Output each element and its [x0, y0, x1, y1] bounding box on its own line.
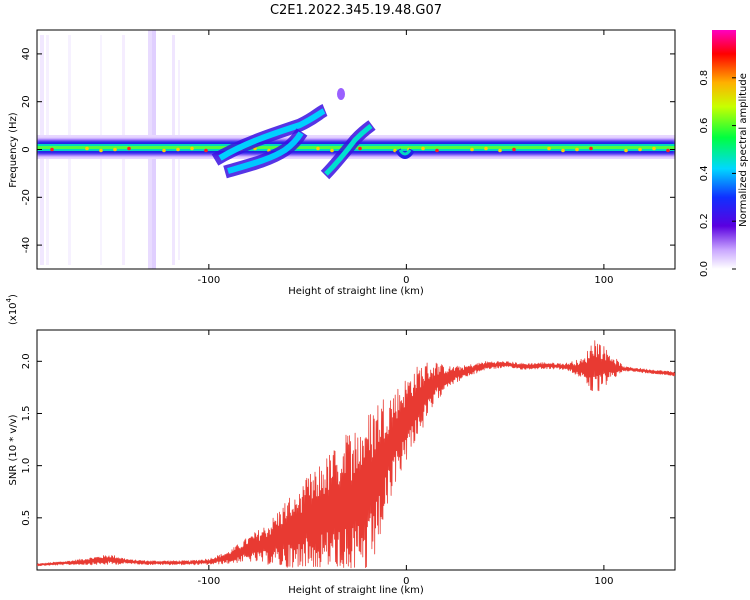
colorbar-tick-label: 0.4 [699, 165, 710, 181]
carrier-hotspot [470, 147, 474, 152]
carrier-hotspot [176, 147, 180, 152]
spectrogram-plot: -100 0 100 -40 -20 0 20 40 Height of straight l… [8, 29, 676, 297]
snr-xlabel: Height of straight line (km) [288, 585, 424, 596]
snr-ytick-label: 1.0 [21, 458, 32, 474]
heatmap-xtick-label: 0 [403, 275, 409, 286]
colorbar-tick-label: 0.2 [699, 213, 710, 229]
carrier-hotspot [113, 147, 117, 152]
heatmap-xtick-label: -100 [197, 275, 220, 286]
heatmap-ytick-label: -40 [21, 237, 32, 253]
svg-text:(x104): (x104) [5, 294, 19, 325]
scale-suffix: ) [8, 294, 19, 298]
snr-ytick-label: 2.0 [21, 353, 32, 369]
snr-axes: -100 0 100 0.5 1.0 1.5 2.0 [21, 330, 675, 587]
snr-xtick-label: 0 [403, 576, 409, 587]
snr-xtick-label: -100 [197, 576, 220, 587]
carrier-hotspot [652, 146, 656, 151]
colorbar-ticks: 0.0 0.2 0.4 0.6 0.8 [699, 70, 736, 277]
carrier-hotspot [589, 146, 593, 151]
carrier-hotspot [624, 148, 628, 153]
carrier-hotspot [575, 147, 579, 152]
carrier-hotspot [162, 148, 166, 153]
snr-xtick-label: 100 [594, 576, 613, 587]
carrier-hotspot [330, 148, 334, 153]
carrier-hotspot [85, 146, 89, 151]
carrier-hotspots [50, 146, 670, 153]
heatmap-axes: -100 0 100 -40 -20 0 20 40 [21, 30, 675, 286]
carrier-hotspot [638, 147, 642, 152]
carrier-hotspot [50, 147, 54, 152]
carrier-hotspot [316, 146, 320, 151]
carrier-hotspot [127, 146, 131, 151]
carrier-hotspot [358, 146, 362, 151]
colorbar: 0.0 0.2 0.4 0.6 0.8 Normalized spectral ampl… [699, 30, 749, 277]
heatmap-xtick-label: 100 [594, 275, 613, 286]
snr-ytick-label: 0.5 [21, 510, 32, 526]
isolated-blob [337, 88, 345, 100]
carrier-hotspot [204, 148, 208, 153]
heatmap-ytick-label: 0 [21, 146, 32, 152]
scale-exponent: 4 [5, 297, 13, 302]
carrier-hotspot [435, 148, 439, 153]
colorbar-gradient [712, 30, 736, 269]
snr-ylabel: SNR (10 * v/v) [8, 414, 19, 485]
heatmap-ylabel: Frequency (Hz) [8, 112, 19, 188]
colorbar-tick-label: 0.0 [699, 261, 710, 277]
snr-ytick-label: 1.5 [21, 406, 32, 422]
colorbar-tick-label: 0.8 [699, 70, 710, 86]
heatmap-ytick-label: 40 [21, 48, 32, 61]
snr-scale-label: (x104) [5, 294, 19, 325]
carrier-hotspot [484, 146, 488, 151]
carrier-hotspot [99, 148, 103, 153]
carrier-hotspot [498, 148, 502, 153]
carrier-hotspot [666, 148, 670, 153]
heatmap-ytick-label: 20 [21, 95, 32, 108]
carrier-hotspot [512, 147, 516, 152]
heatmap-ytick-label: -20 [21, 189, 32, 205]
carrier-hotspot [547, 146, 551, 151]
scale-prefix: (x10 [8, 302, 19, 325]
upper-branch [211, 103, 328, 166]
carrier-hotspot [421, 146, 425, 151]
snr-plot: -100 0 100 0.5 1.0 1.5 2.0 Height of straight … [5, 294, 676, 596]
colorbar-tick-label: 0.6 [699, 118, 710, 134]
snr-series-line [37, 340, 675, 569]
colorbar-label: Normalized spectral amplitude [738, 73, 749, 227]
second-branch [320, 120, 376, 180]
lower-branch [223, 128, 308, 179]
dip-near-zero [395, 148, 415, 159]
carrier-hotspot [190, 146, 194, 151]
figure-title: C2E1.2022.345.19.48.G07 [270, 3, 442, 18]
heatmap-xlabel: Height of straight line (km) [288, 286, 424, 297]
snr-frame [36, 329, 676, 571]
carrier-hotspot [561, 148, 565, 153]
